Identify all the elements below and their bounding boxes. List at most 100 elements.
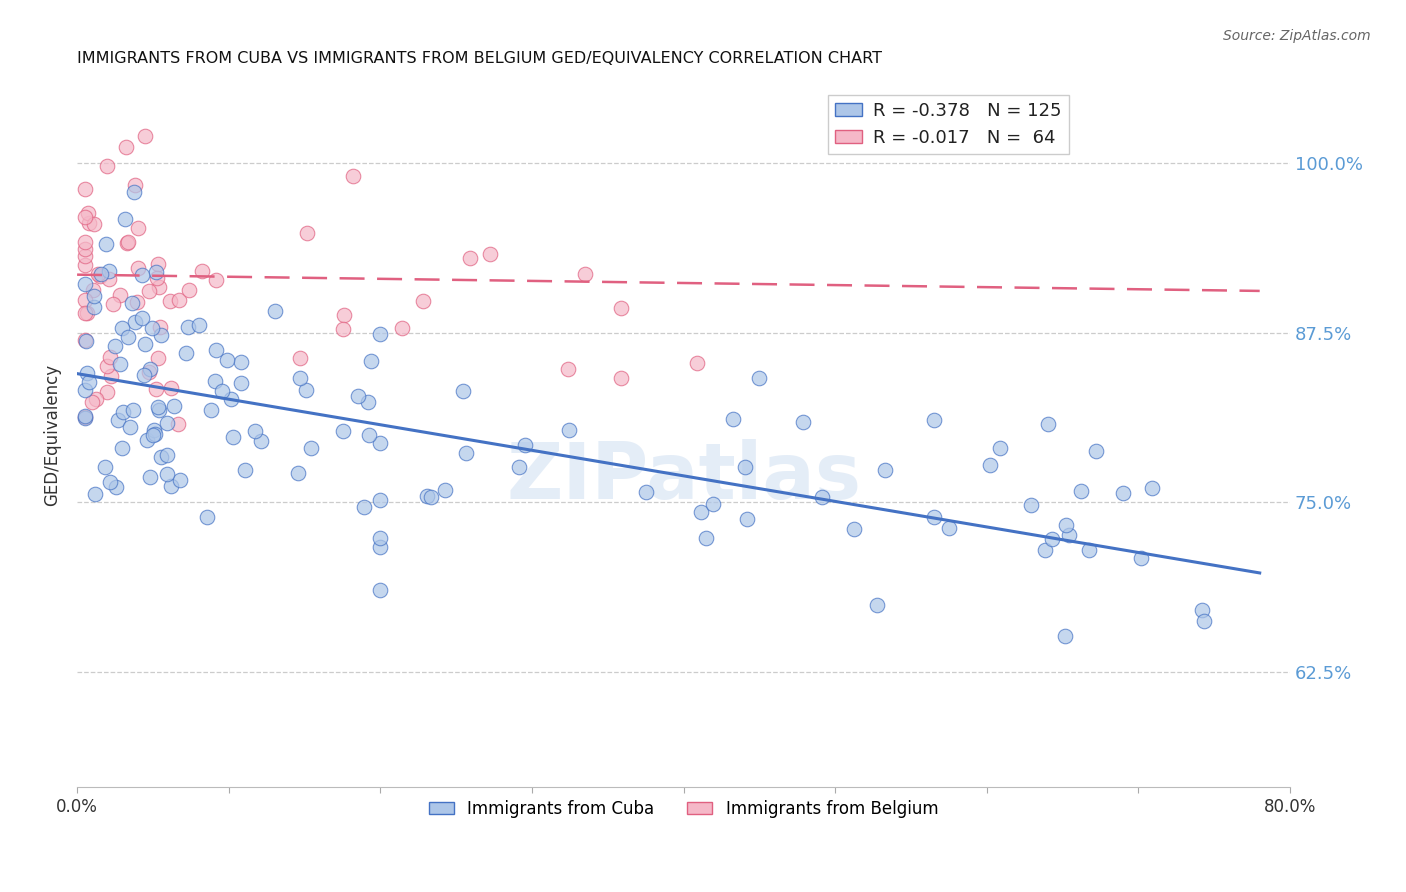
Point xyxy=(117,235,139,250)
Point xyxy=(160,479,183,493)
Point xyxy=(702,497,724,511)
Point xyxy=(115,235,138,250)
Point xyxy=(104,338,127,352)
Point xyxy=(73,409,96,424)
Text: Source: ZipAtlas.com: Source: ZipAtlas.com xyxy=(1223,29,1371,43)
Point xyxy=(134,129,156,144)
Point xyxy=(128,221,150,235)
Point xyxy=(204,375,226,389)
Point xyxy=(83,289,105,303)
Point xyxy=(370,531,392,545)
Point xyxy=(243,425,266,439)
Point xyxy=(342,169,364,183)
Point xyxy=(391,321,413,335)
Point xyxy=(150,450,173,464)
Point xyxy=(333,308,356,322)
Point xyxy=(131,268,153,283)
Point xyxy=(73,235,96,249)
Point xyxy=(1192,614,1215,628)
Legend: Immigrants from Cuba, Immigrants from Belgium: Immigrants from Cuba, Immigrants from Be… xyxy=(422,793,945,825)
Point xyxy=(357,394,380,409)
Point xyxy=(96,384,118,399)
Point xyxy=(111,441,134,455)
Point xyxy=(721,412,744,426)
Point xyxy=(76,366,98,380)
Point xyxy=(370,326,392,341)
Point xyxy=(131,310,153,325)
Point xyxy=(122,402,145,417)
Point xyxy=(167,417,190,431)
Point xyxy=(100,368,122,383)
Point xyxy=(82,394,104,409)
Point xyxy=(346,389,368,403)
Point xyxy=(205,343,228,357)
Point xyxy=(121,296,143,310)
Point xyxy=(148,257,170,271)
Point xyxy=(146,271,169,285)
Point xyxy=(141,321,163,335)
Point xyxy=(124,316,146,330)
Point xyxy=(73,293,96,307)
Point xyxy=(873,463,896,477)
Point xyxy=(1033,542,1056,557)
Point xyxy=(557,423,579,437)
Point xyxy=(82,284,104,298)
Point xyxy=(84,487,107,501)
Point xyxy=(1036,417,1059,431)
Point xyxy=(735,512,758,526)
Point xyxy=(748,371,770,385)
Point xyxy=(134,337,156,351)
Point xyxy=(290,371,312,385)
Point xyxy=(370,540,392,554)
Text: ZIPatlas: ZIPatlas xyxy=(506,439,860,515)
Point xyxy=(139,362,162,376)
Point xyxy=(124,178,146,192)
Point xyxy=(734,460,756,475)
Point xyxy=(235,463,257,477)
Point xyxy=(87,267,110,281)
Point xyxy=(83,217,105,231)
Point xyxy=(1140,481,1163,495)
Point xyxy=(101,297,124,311)
Point xyxy=(370,492,392,507)
Point xyxy=(156,448,179,462)
Point xyxy=(574,267,596,281)
Point xyxy=(842,523,865,537)
Text: IMMIGRANTS FROM CUBA VS IMMIGRANTS FROM BELGIUM GED/EQUIVALENCY CORRELATION CHAR: IMMIGRANTS FROM CUBA VS IMMIGRANTS FROM … xyxy=(77,51,882,66)
Point xyxy=(922,509,945,524)
Point xyxy=(1054,517,1077,532)
Point xyxy=(167,293,190,308)
Point xyxy=(107,413,129,427)
Point xyxy=(479,247,502,261)
Point xyxy=(75,411,97,425)
Point xyxy=(73,258,96,272)
Point xyxy=(195,510,218,524)
Point xyxy=(434,483,457,497)
Point xyxy=(353,500,375,515)
Point xyxy=(73,410,96,425)
Point xyxy=(75,211,97,225)
Point xyxy=(420,490,443,504)
Point xyxy=(360,354,382,368)
Point xyxy=(111,320,134,334)
Point xyxy=(156,467,179,481)
Point xyxy=(159,381,181,395)
Point xyxy=(177,320,200,334)
Point xyxy=(295,383,318,397)
Point xyxy=(108,288,131,302)
Point xyxy=(96,159,118,173)
Point xyxy=(136,434,159,448)
Point xyxy=(288,351,311,366)
Point xyxy=(508,459,530,474)
Point xyxy=(73,249,96,263)
Point xyxy=(118,420,141,434)
Point xyxy=(866,599,889,613)
Point xyxy=(689,505,711,519)
Point xyxy=(810,490,832,504)
Point xyxy=(357,428,380,442)
Point xyxy=(332,424,354,438)
Point xyxy=(458,251,481,265)
Point xyxy=(190,264,212,278)
Point xyxy=(159,293,181,308)
Point xyxy=(200,403,222,417)
